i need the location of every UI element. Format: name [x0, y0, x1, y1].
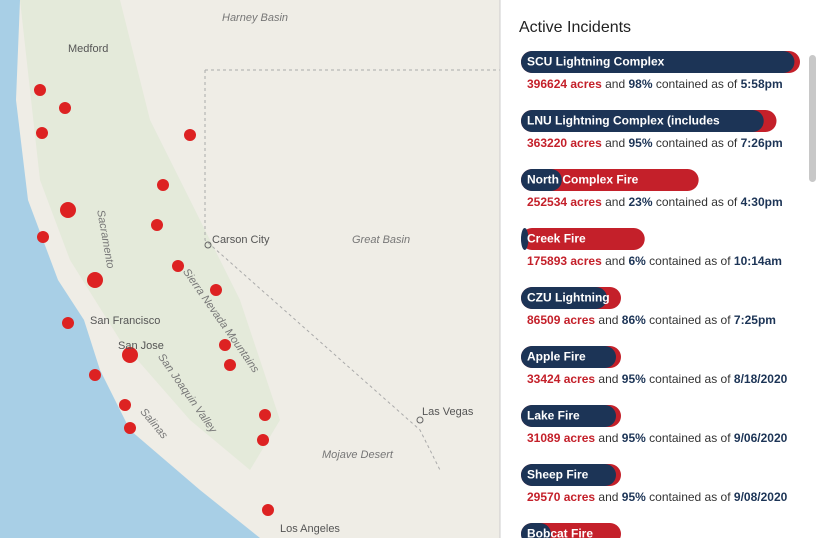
vegetation	[20, 0, 280, 470]
connector-text: and	[605, 195, 625, 209]
contained-bar	[521, 110, 764, 132]
acres-text: 252534 acres	[527, 195, 602, 209]
map-label: Medford	[68, 43, 108, 55]
scrollbar-thumb[interactable]	[809, 55, 816, 182]
acres-text: 175893 acres	[527, 254, 602, 268]
contained-bar	[521, 228, 529, 250]
incident-name: CZU Lightning	[527, 291, 610, 305]
incident-name: Creek Fire	[527, 232, 586, 246]
contained-text: 23%	[628, 195, 652, 209]
incident-details: 86509 acres and 86% contained as of 7:25…	[527, 313, 776, 327]
panel-bg	[500, 0, 819, 538]
contained-bar	[521, 169, 562, 191]
map-label: Carson City	[212, 234, 270, 246]
incident-details: 175893 acres and 6% contained as of 10:1…	[527, 254, 782, 268]
contained-text: 86%	[622, 313, 646, 327]
contained-text: 95%	[622, 431, 646, 445]
connector-text: and	[598, 490, 618, 504]
map-label: Las Vegas	[422, 406, 474, 418]
time-text: 5:58pm	[741, 77, 783, 91]
contained-bar	[521, 464, 616, 486]
connector-text: and	[605, 77, 625, 91]
incident[interactable]: CZU Lightning 86509 acres and 86% contain…	[521, 287, 776, 327]
incident-name: Apple Fire	[527, 350, 586, 364]
acres-text: 29570 acres	[527, 490, 595, 504]
connector-text: and	[605, 136, 625, 150]
contained-as-of-text: contained as of	[656, 77, 738, 91]
map-label: Harney Basin	[222, 12, 288, 24]
time-text: 10:14am	[734, 254, 782, 268]
acres-bar	[521, 228, 645, 250]
incident[interactable]: Apple Fire 33424 acres and 95% contained …	[521, 346, 788, 386]
incident[interactable]: SCU Lightning Complex 396624 acres and 98…	[521, 51, 800, 91]
map-label: Mojave Desert	[322, 449, 394, 461]
incident-name: Sheep Fire	[527, 468, 589, 482]
map-label: Los Angeles	[280, 523, 340, 535]
city-dot	[204, 241, 212, 249]
contained-text: 6%	[628, 254, 646, 268]
incident[interactable]: North Complex Fire 252534 acres and 23% c…	[521, 169, 783, 209]
contained-as-of-text: contained as of	[649, 372, 731, 386]
connector-text: and	[598, 431, 618, 445]
contained-text: 95%	[622, 372, 646, 386]
contained-as-of-text: contained as of	[649, 490, 731, 504]
time-text: 7:26pm	[741, 136, 783, 150]
time-text: 9/08/2020	[734, 490, 788, 504]
incident-details: 396624 acres and 98% contained as of 5:5…	[527, 77, 783, 91]
incident[interactable]: Creek Fire 175893 acres and 6% contained …	[521, 228, 782, 268]
city-dot	[416, 416, 424, 424]
incident-name: Bobcat Fire	[527, 527, 593, 538]
contained-as-of-text: contained as of	[649, 313, 731, 327]
incident-list: SCU Lightning Complex 396624 acres and 98…	[521, 51, 800, 543]
contained-text: 98%	[628, 77, 652, 91]
incident-name: LNU Lightning Complex (includes	[527, 114, 720, 128]
contained-bar	[521, 287, 607, 309]
acres-text: 396624 acres	[527, 77, 602, 91]
contained-as-of-text: contained as of	[656, 136, 738, 150]
incident[interactable]: Bobcat Fire	[521, 523, 621, 543]
incident-panel: Active Incidents SCU Lightning Complex 39…	[499, 0, 819, 543]
state-border	[204, 70, 441, 471]
incident-details: 29570 acres and 95% contained as of 9/08…	[527, 490, 788, 504]
acres-text: 363220 acres	[527, 136, 602, 150]
incident-details: 31089 acres and 95% contained as of 9/06…	[527, 431, 788, 445]
incident-details: 252534 acres and 23% contained as of 4:3…	[527, 195, 783, 209]
map-label: San Jose	[118, 340, 164, 352]
connector-text: and	[598, 313, 618, 327]
ocean	[0, 0, 260, 538]
incident[interactable]: Lake Fire 31089 acres and 95% contained a…	[521, 405, 788, 445]
contained-as-of-text: contained as of	[656, 195, 738, 209]
contained-bar	[521, 51, 795, 73]
connector-text: and	[598, 372, 618, 386]
contained-as-of-text: contained as of	[649, 431, 731, 445]
contained-as-of-text: contained as of	[649, 254, 731, 268]
incident-name: Lake Fire	[527, 409, 580, 423]
acres-text: 31089 acres	[527, 431, 595, 445]
time-text: 9/06/2020	[734, 431, 788, 445]
time-text: 4:30pm	[741, 195, 783, 209]
connector-text: and	[605, 254, 625, 268]
incident[interactable]: Sheep Fire 29570 acres and 95% contained …	[521, 464, 788, 504]
time-text: 8/18/2020	[734, 372, 788, 386]
incident-details: 33424 acres and 95% contained as of 8/18…	[527, 372, 788, 386]
acres-text: 86509 acres	[527, 313, 595, 327]
time-text: 7:25pm	[734, 313, 776, 327]
map: Medford Harney Basin Carson City Great B…	[0, 0, 500, 538]
contained-text: 95%	[628, 136, 652, 150]
contained-bar	[521, 346, 616, 368]
fire-icons	[34, 84, 274, 516]
map-label: San Francisco	[90, 315, 160, 327]
panel-title: Active Incidents	[519, 19, 631, 36]
contained-bar	[521, 405, 616, 427]
map-label: Great Basin	[352, 234, 410, 246]
incident[interactable]: LNU Lightning Complex (includes 363220 ac…	[521, 110, 783, 150]
acres-text: 33424 acres	[527, 372, 595, 386]
incident-details: 363220 acres and 95% contained as of 7:2…	[527, 136, 783, 150]
acres-bar	[521, 169, 699, 191]
contained-text: 95%	[622, 490, 646, 504]
incident-name: SCU Lightning Complex	[527, 55, 665, 69]
incident-name: North Complex Fire	[527, 173, 639, 187]
